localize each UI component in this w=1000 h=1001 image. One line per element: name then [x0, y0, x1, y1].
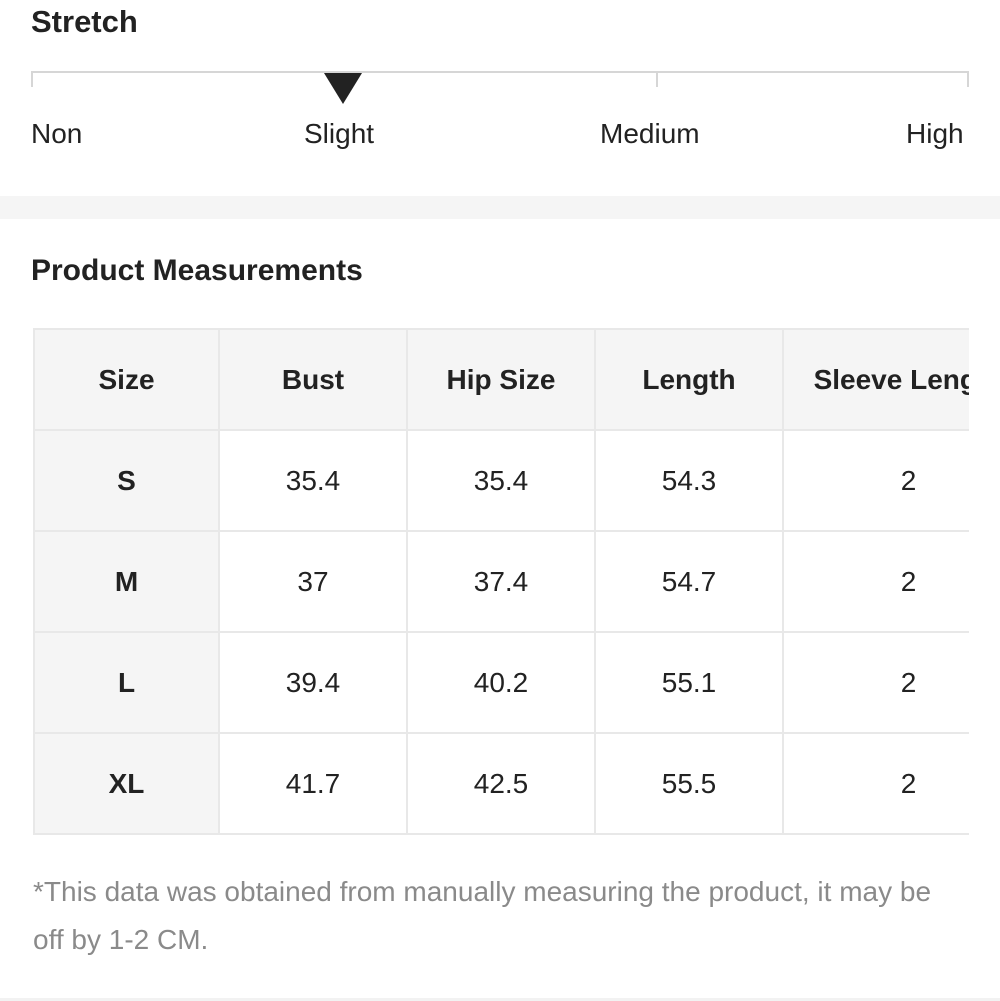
measurement-cell: 37	[218, 530, 408, 633]
stretch-tick	[967, 71, 969, 87]
measurement-cell: 55.5	[594, 732, 784, 835]
measurement-cell: 2	[782, 732, 969, 835]
stretch-level-slight: Slight	[304, 118, 375, 149]
stretch-level-high: High	[906, 118, 964, 149]
size-cell: XL	[33, 732, 220, 835]
stretch-pointer-icon	[324, 73, 362, 104]
measurement-cell: 2	[782, 530, 969, 633]
measurement-cell: 40.2	[406, 631, 596, 734]
table-row: L 39.4 40.2 55.1 2	[33, 631, 969, 734]
column-header: Bust	[218, 328, 408, 431]
column-header: Size	[33, 328, 220, 431]
measurement-note: *This data was obtained from manually me…	[33, 876, 932, 955]
table-row: M 37 37.4 54.7 2	[33, 530, 969, 633]
size-cell: L	[33, 631, 220, 734]
measurement-cell: 39.4	[218, 631, 408, 734]
stretch-tick	[656, 71, 658, 87]
stretch-scale-line	[31, 71, 969, 73]
stretch-level-non: Non	[31, 118, 83, 149]
stretch-level-medium: Medium	[600, 118, 700, 149]
measurement-cell: 2	[782, 631, 969, 734]
table-row: XL 41.7 42.5 55.5 2	[33, 732, 969, 835]
measurement-cell: 54.3	[594, 429, 784, 532]
measurements-title: Product Measurements	[31, 254, 363, 287]
stretch-tick	[31, 71, 33, 87]
column-header: Length	[594, 328, 784, 431]
measurement-cell: 35.4	[218, 429, 408, 532]
measurement-cell: 2	[782, 429, 969, 532]
column-header: Sleeve Length	[782, 328, 969, 431]
measurement-cell: 41.7	[218, 732, 408, 835]
table-row: S 35.4 35.4 54.3 2	[33, 429, 969, 532]
measurement-cell: 35.4	[406, 429, 596, 532]
size-cell: M	[33, 530, 220, 633]
stretch-title: Stretch	[31, 4, 138, 39]
section-divider	[0, 196, 1000, 219]
bottom-divider	[0, 998, 1000, 1001]
measurement-cell: 54.7	[594, 530, 784, 633]
measurement-cell: 37.4	[406, 530, 596, 633]
size-cell: S	[33, 429, 220, 532]
column-header: Hip Size	[406, 328, 596, 431]
measurement-cell: 42.5	[406, 732, 596, 835]
measurement-cell: 55.1	[594, 631, 784, 734]
